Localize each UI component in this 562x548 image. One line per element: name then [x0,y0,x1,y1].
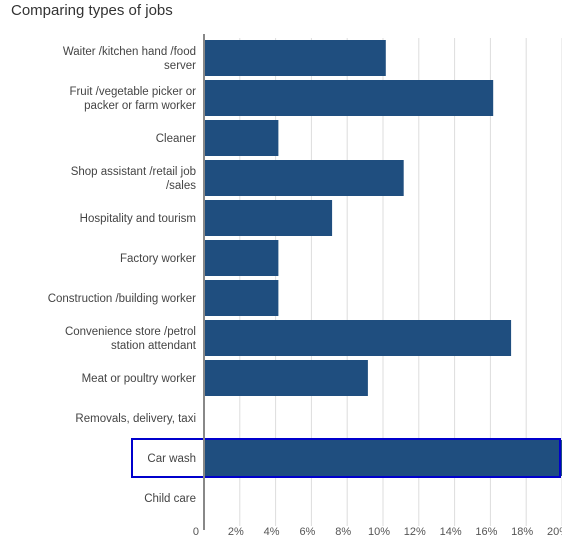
bar [205,160,404,196]
tick-label-layer: 0 2% 4% 6% 8% 10% 12% 14% 16% 18% 20% [193,526,562,538]
x-tick-label: 0 [193,526,199,538]
category-label: Fruit /vegetable picker or packer or farm… [69,86,196,112]
bar [205,200,333,236]
category-label: Construction /building worker [48,293,196,305]
bar [205,80,494,116]
x-tick-label: 14% [440,526,462,538]
bar [205,360,368,396]
x-tick-label: 12% [404,526,426,538]
category-label-layer: Waiter /kitchen hand /food server Fruit /v… [48,46,197,505]
chart-title: Comparing types of jobs [11,2,173,19]
x-tick-label: 6% [299,526,315,538]
category-label: Hospitality and tourism [80,213,196,225]
x-tick-label: 20% [547,526,562,538]
x-tick-label: 2% [228,526,244,538]
category-label: Meat or poultry worker [82,373,197,385]
category-label: Waiter /kitchen hand /food server [63,46,196,72]
bar [205,120,279,156]
category-label: Child care [144,493,196,505]
bar-layer [131,40,562,478]
bar [205,280,279,316]
x-tick-label: 4% [264,526,280,538]
category-label: Factory worker [120,253,196,265]
highlight-box [131,438,561,478]
category-label: Cleaner [156,133,196,145]
category-label: Shop assistant /retail job/sales [71,166,197,192]
bar [205,440,562,476]
category-label: Convenience store /petrol station attenda… [65,326,197,352]
bar [205,320,512,356]
bar [205,240,279,276]
bar [205,40,386,76]
category-label: Removals, delivery, taxi [75,413,196,425]
x-tick-label: 18% [511,526,533,538]
x-tick-label: 8% [335,526,351,538]
x-tick-label: 16% [475,526,497,538]
category-label: Car wash [147,453,196,465]
x-tick-label: 10% [368,526,390,538]
